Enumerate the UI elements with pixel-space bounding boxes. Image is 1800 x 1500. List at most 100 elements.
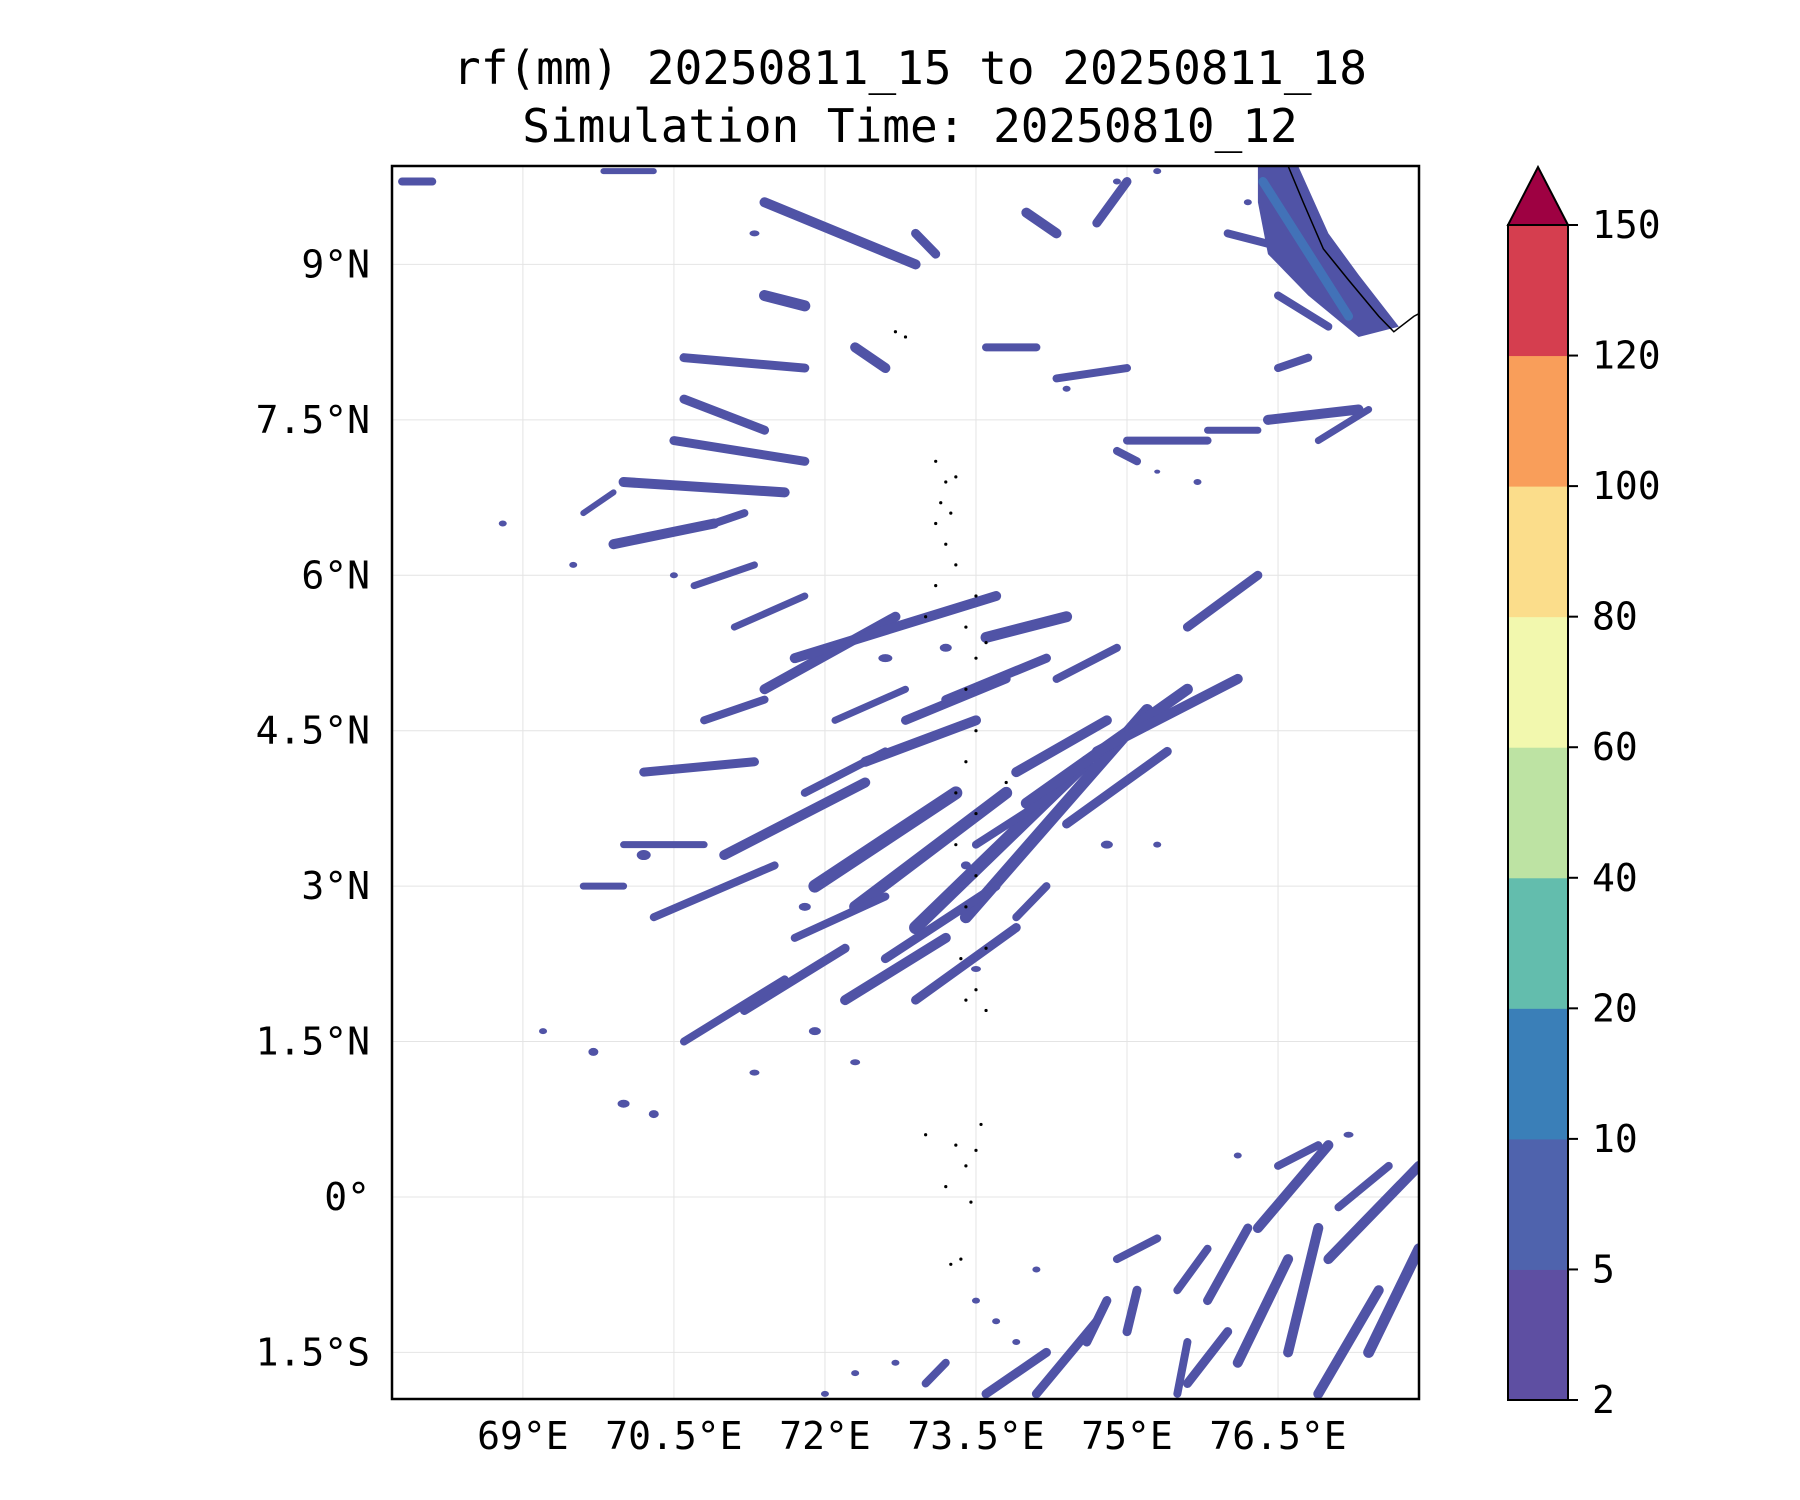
rain-band — [1021, 207, 1062, 239]
rain-band — [789, 590, 1002, 664]
rain-cell — [1100, 840, 1113, 849]
colorbar-segment — [1508, 1008, 1568, 1140]
rain-band — [1323, 1160, 1419, 1265]
rain-cell — [850, 1059, 861, 1066]
colorbar-level-label: 80 — [1592, 595, 1638, 639]
lat-tick-label: 1.5°S — [256, 1330, 370, 1374]
lat-tick-label: 4.5°N — [256, 709, 370, 753]
rain-band — [1182, 570, 1263, 632]
atoll-dot — [974, 729, 978, 733]
atoll-dot — [934, 584, 938, 588]
rain-band — [580, 489, 617, 517]
rain-band — [1274, 353, 1313, 373]
rain-cell — [749, 230, 760, 237]
rain-band — [1091, 673, 1243, 757]
rain-band — [831, 685, 909, 724]
atoll-dot — [974, 988, 978, 992]
colorbar-level-label: 2 — [1592, 1378, 1615, 1422]
coastal-rain-area — [1257, 166, 1399, 337]
atoll-dot — [959, 957, 963, 961]
atoll-dot — [954, 791, 958, 795]
rain-band — [1223, 229, 1272, 248]
rain-band — [850, 342, 891, 374]
rain-band — [679, 975, 789, 1046]
rain-band — [1314, 405, 1373, 445]
atoll-dot — [974, 811, 978, 816]
rain-band — [1274, 291, 1333, 331]
rain-cell — [798, 902, 811, 911]
rain-band — [719, 777, 871, 861]
atoll-dot — [954, 475, 958, 479]
rain-cell — [617, 1099, 630, 1108]
rain-cell — [851, 1370, 860, 1377]
rain-band — [941, 653, 1051, 705]
lon-tick-label: 73.5°E — [907, 1414, 1044, 1458]
atoll-dot — [964, 760, 968, 764]
rain-cell — [648, 1110, 659, 1119]
atoll-dot — [944, 542, 948, 546]
rain-cell — [498, 520, 507, 527]
atoll-dot — [954, 563, 958, 567]
atoll-dot — [979, 1122, 983, 1127]
rain-cell — [970, 966, 981, 973]
lat-tick-label: 3°N — [301, 864, 370, 908]
rain-band — [618, 477, 790, 498]
colorbar-level-label: 150 — [1592, 203, 1661, 247]
colorbar-level-label: 100 — [1592, 464, 1661, 508]
coastal-rain-core — [1258, 177, 1354, 321]
rain-cell — [1343, 1131, 1354, 1138]
rain-cell — [636, 850, 651, 861]
rain-cell — [1153, 168, 1162, 175]
rain-band — [639, 757, 759, 777]
atoll-dot — [974, 594, 978, 598]
rain-cell — [1112, 178, 1121, 185]
rain-band — [1112, 446, 1142, 466]
rain-band — [971, 788, 1061, 849]
atoll-dot — [949, 511, 953, 515]
rain-cell — [960, 861, 971, 870]
lat-tick-label: 6°N — [301, 553, 370, 597]
colorbar-segment — [1508, 747, 1568, 879]
atoll-dot — [964, 625, 968, 629]
atoll-dot — [974, 656, 978, 660]
colorbar-level-label: 60 — [1592, 725, 1638, 769]
rain-band — [690, 561, 758, 590]
rain-band — [1062, 746, 1172, 829]
lon-tick-label: 72°E — [779, 1414, 871, 1458]
lat-tick-label: 9°N — [301, 242, 370, 286]
rain-cell — [971, 1297, 980, 1304]
atoll-dot — [984, 1008, 988, 1013]
atoll-dot — [984, 946, 988, 950]
chart-title-line2: Simulation Time: 20250810_12 — [522, 99, 1298, 153]
rain-band — [1252, 1140, 1334, 1234]
rain-cell — [808, 1027, 821, 1036]
lon-tick-label: 69°E — [477, 1414, 569, 1458]
rain-band — [739, 943, 850, 1015]
colorbar-level-label: 120 — [1592, 334, 1661, 378]
lon-tick-label: 76.5°E — [1209, 1414, 1346, 1458]
lon-tick-label: 70.5°E — [605, 1414, 742, 1458]
colorbar-level-label: 20 — [1592, 986, 1638, 1030]
atoll-dot — [969, 1200, 973, 1204]
atoll-dot — [959, 1257, 963, 1261]
colorbar-frame — [1507, 224, 1569, 1401]
rain-band — [1173, 1338, 1192, 1398]
map-axis-ticks: 69°E 70.5°E 72°E 73.5°E 75°E 76.5°E 9°N 7.5°N 6°… — [256, 242, 1347, 1458]
rain-cell — [1012, 1339, 1021, 1346]
rain-cell — [1062, 385, 1071, 392]
atoll-dot — [924, 1133, 928, 1137]
rain-band — [679, 394, 770, 435]
rain-cell — [891, 1359, 900, 1366]
atoll-dot — [944, 480, 948, 484]
rain-band — [1283, 1223, 1324, 1358]
india-coastline — [1287, 166, 1419, 333]
rain-band — [1313, 1285, 1384, 1399]
rain-band — [669, 436, 810, 466]
rain-band — [1112, 1234, 1162, 1264]
atoll-dot — [974, 1148, 978, 1152]
rain-cell — [1154, 469, 1161, 474]
atoll-dot — [949, 1262, 953, 1266]
rain-band — [1203, 1223, 1253, 1306]
colorbar: 2 5 10 20 40 60 80 100 120 150 — [1506, 164, 1661, 1422]
rain-band — [1092, 177, 1132, 228]
